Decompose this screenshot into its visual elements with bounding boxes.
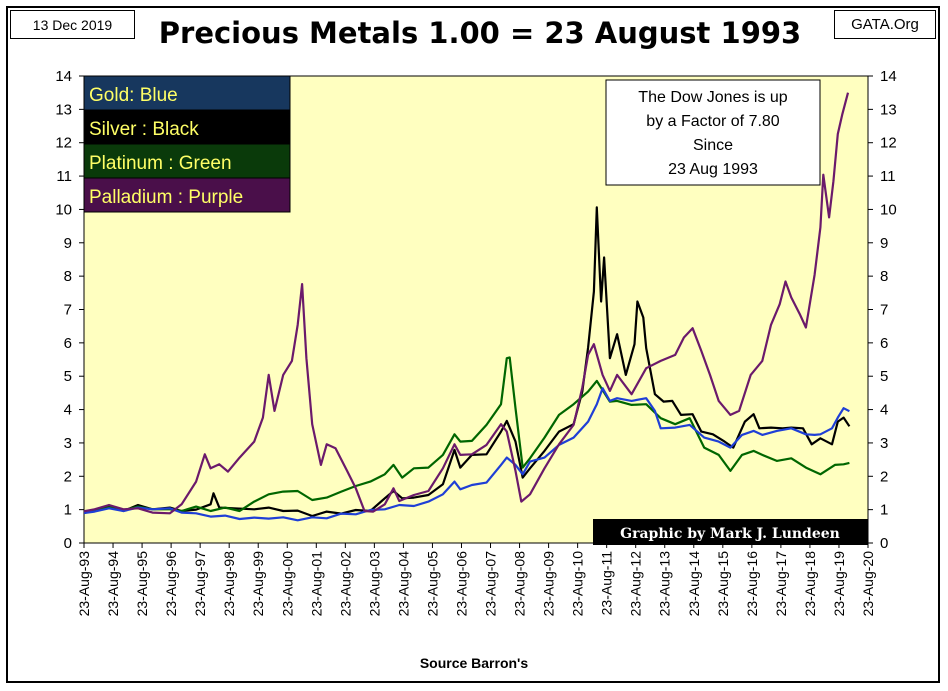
- credit-label: Graphic by Mark J. Lundeen: [620, 526, 840, 542]
- x-tick-label: 23-Aug-98: [221, 551, 237, 617]
- x-axis-label: Source Barron's: [419, 655, 529, 671]
- y-tick-label-left: 4: [64, 402, 72, 419]
- x-tick-label: 23-Aug-20: [860, 551, 876, 617]
- x-tick-label: 23-Aug-01: [308, 551, 324, 617]
- legend-label: Silver : Black: [89, 119, 199, 140]
- x-tick-label: 23-Aug-07: [483, 551, 499, 617]
- x-tick-label: 23-Aug-99: [250, 551, 266, 617]
- x-tick-label: 23-Aug-96: [163, 551, 179, 617]
- x-tick-label: 23-Aug-04: [395, 551, 411, 617]
- x-tick-label: 23-Aug-02: [337, 551, 353, 617]
- y-tick-label-right: 12: [880, 135, 897, 152]
- y-tick-label-left: 1: [64, 502, 72, 519]
- x-tick-label: 23-Aug-11: [599, 551, 615, 616]
- series-line: [84, 92, 850, 515]
- chart-title: Precious Metals 1.00 = 23 August 1993: [158, 16, 802, 50]
- y-tick-label-right: 1: [880, 502, 888, 519]
- dow-annotation-line: 23 Aug 1993: [668, 161, 758, 178]
- x-tick-label: 23-Aug-09: [541, 551, 557, 617]
- x-tick-label: 23-Aug-97: [192, 551, 208, 617]
- dow-annotation-box: [605, 79, 821, 186]
- x-tick-label: 23-Aug-16: [744, 551, 760, 617]
- dow-annotation-line: The Dow Jones is up: [638, 89, 788, 106]
- x-tick-label: 23-Aug-95: [134, 551, 150, 617]
- y-tick-label-left: 0: [64, 535, 72, 552]
- x-tick-label: 23-Aug-00: [279, 551, 295, 617]
- x-tick-label: 23-Aug-17: [773, 551, 789, 617]
- dow-annotation-line: by a Factor of 7.80: [646, 113, 780, 130]
- y-tick-label-right: 2: [880, 468, 888, 485]
- x-tick-label: 23-Aug-06: [453, 551, 469, 617]
- series-line: [84, 387, 850, 522]
- y-tick-label-left: 6: [64, 335, 72, 352]
- y-tick-label-right: 3: [880, 435, 888, 452]
- legend-entry: [83, 177, 291, 213]
- y-tick-label-left: 9: [64, 235, 72, 252]
- dow-annotation-line: Since: [693, 137, 733, 154]
- series-line: [84, 356, 850, 514]
- x-tick-label: 23-Aug-93: [76, 551, 92, 617]
- credit-box: [593, 519, 868, 545]
- x-tick-label: 23-Aug-13: [657, 551, 673, 617]
- y-tick-label-left: 2: [64, 468, 72, 485]
- legend-entry: [83, 109, 291, 145]
- y-tick-label-left: 11: [56, 168, 72, 185]
- x-tick-label: 23-Aug-14: [686, 551, 702, 617]
- x-tick-label: 23-Aug-94: [105, 551, 121, 617]
- x-tick-label: 23-Aug-12: [628, 551, 644, 617]
- legend-entry: [83, 143, 291, 179]
- y-tick-label-left: 3: [64, 435, 72, 452]
- x-tick-label: 23-Aug-19: [831, 551, 847, 617]
- y-tick-label-right: 6: [880, 335, 888, 352]
- x-tick-label: 23-Aug-03: [366, 551, 382, 617]
- y-tick-label-left: 13: [55, 101, 72, 118]
- y-tick-label-left: 12: [55, 135, 72, 152]
- x-tick-label: 23-Aug-08: [512, 551, 528, 617]
- y-tick-label-left: 10: [55, 201, 72, 218]
- y-tick-label-left: 5: [64, 368, 72, 385]
- y-tick-label-left: 7: [64, 302, 72, 319]
- y-tick-label-right: 7: [880, 302, 888, 319]
- y-tick-label-right: 0: [880, 535, 888, 552]
- y-tick-label-left: 14: [55, 68, 72, 85]
- y-tick-label-right: 5: [880, 368, 888, 385]
- legend-entry: [83, 75, 291, 111]
- y-tick-label-right: 8: [880, 268, 888, 285]
- x-tick-label: 23-Aug-15: [715, 551, 731, 617]
- y-tick-label-right: 4: [880, 402, 888, 419]
- x-tick-label: 23-Aug-18: [802, 551, 818, 617]
- y-tick-label-right: 13: [880, 101, 897, 118]
- y-tick-label-right: 14: [880, 68, 897, 85]
- series-line: [84, 206, 851, 518]
- site-label: GATA.Org: [834, 10, 936, 39]
- y-tick-label-right: 9: [880, 235, 888, 252]
- legend-label: Gold: Blue: [89, 85, 178, 106]
- x-tick-label: 23-Aug-05: [424, 551, 440, 617]
- legend-label: Platinum : Green: [89, 153, 232, 174]
- legend-label: Palladium : Purple: [89, 187, 243, 208]
- x-tick-label: 23-Aug-10: [570, 551, 586, 617]
- y-tick-label-left: 8: [64, 268, 72, 285]
- y-tick-label-right: 10: [880, 201, 897, 218]
- y-tick-label-right: 11: [880, 168, 896, 185]
- date-label: 13 Dec 2019: [10, 10, 135, 39]
